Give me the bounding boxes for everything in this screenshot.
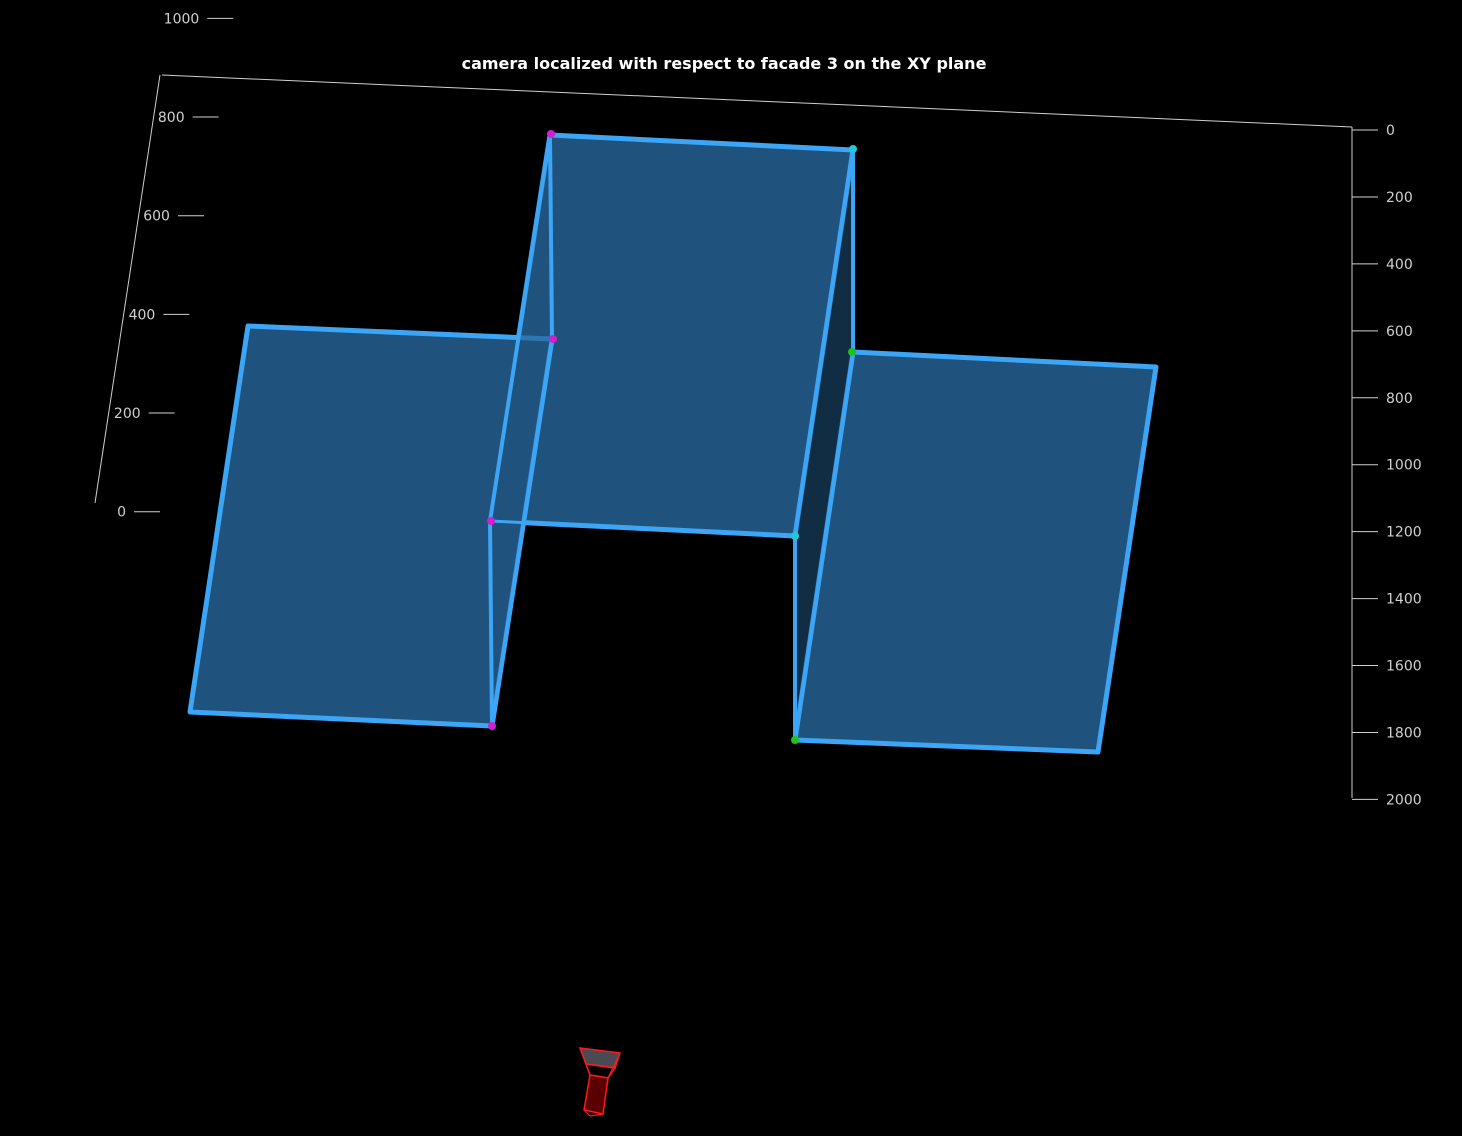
camera-edge bbox=[583, 1109, 591, 1117]
y-tick-label: 1400 bbox=[1386, 592, 1422, 608]
z-tick-label: 600 bbox=[143, 209, 170, 225]
corner-markers bbox=[487, 130, 857, 744]
z-tick-label: 200 bbox=[114, 406, 141, 422]
z-tick-label: 0 bbox=[117, 505, 126, 521]
corner-marker bbox=[488, 722, 496, 730]
y-tick-label: 200 bbox=[1386, 190, 1413, 206]
facade-edge bbox=[489, 519, 796, 538]
z-axis-line bbox=[94, 74, 161, 504]
y-tick-label: 400 bbox=[1386, 257, 1413, 273]
corner-marker bbox=[791, 736, 799, 744]
camera-edge bbox=[589, 1113, 604, 1117]
corner-marker bbox=[547, 130, 555, 138]
y-tick-label: 0 bbox=[1386, 123, 1395, 139]
camera-frustum-icon bbox=[578, 1047, 622, 1117]
y-tick-label: 800 bbox=[1386, 391, 1413, 407]
corner-marker bbox=[848, 348, 856, 356]
corner-marker bbox=[549, 335, 557, 343]
z-tick-label: 800 bbox=[158, 110, 185, 126]
y-tick-label: 2000 bbox=[1386, 792, 1422, 808]
x-axis-line bbox=[161, 74, 1353, 128]
y-tick-label: 1000 bbox=[1386, 458, 1422, 474]
y-axis: 0 200 400 600 800 1000 1200 1400 1600 1800 2000 bbox=[1351, 123, 1422, 808]
y-tick-label: 1800 bbox=[1386, 725, 1422, 741]
corner-marker bbox=[487, 517, 495, 525]
camera-body bbox=[583, 1074, 609, 1115]
camera-edge bbox=[607, 1052, 621, 1079]
facade-5 bbox=[792, 349, 1159, 755]
x-axis: -1000-5000500100015002000 bbox=[161, 74, 1353, 128]
y-tick-label: 600 bbox=[1386, 324, 1413, 340]
corner-marker bbox=[791, 532, 799, 540]
y-tick-label: 1200 bbox=[1386, 525, 1422, 541]
camera-edge bbox=[579, 1047, 591, 1076]
y-tick-label: 1600 bbox=[1386, 659, 1422, 675]
facades bbox=[187, 132, 1159, 755]
chart-title: camera localized with respect to facade … bbox=[462, 54, 987, 73]
z-tick-label: 1000 bbox=[164, 11, 200, 27]
corner-marker bbox=[849, 145, 857, 153]
z-tick-label: 400 bbox=[129, 307, 156, 323]
